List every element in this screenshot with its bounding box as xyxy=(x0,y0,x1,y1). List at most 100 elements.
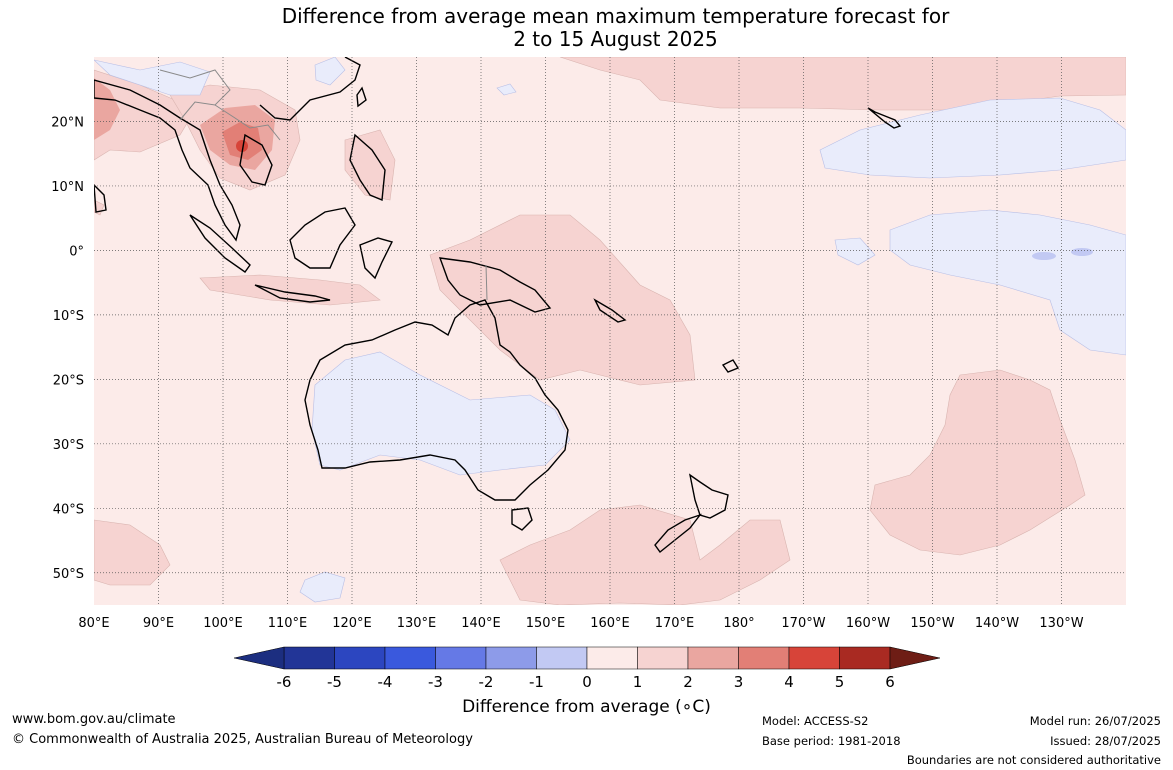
map-title: Difference from average mean maximum tem… xyxy=(0,5,1173,51)
longitude-tick-label: 110°E xyxy=(268,616,308,631)
coastline-fiji xyxy=(721,359,740,373)
coastline-australia xyxy=(304,299,569,501)
anomaly-region-line-islands xyxy=(834,237,876,266)
issued-date: Issued: 28/07/2025 xyxy=(1050,734,1161,748)
longitude-tick-label: 130°E xyxy=(397,616,437,631)
longitude-tick-label: 90°E xyxy=(143,616,174,631)
boundaries-disclaimer: Boundaries are not considered authoritat… xyxy=(906,753,1161,767)
anomaly-region-north-pacific xyxy=(559,57,1126,111)
graticule xyxy=(94,57,1126,605)
coastline-borneo xyxy=(289,207,356,269)
longitude-tick-label: 180° xyxy=(723,616,754,631)
colorbar-tick-label: 4 xyxy=(784,673,794,691)
colorbar-tick-label: -3 xyxy=(428,673,443,691)
colorbar-swatch xyxy=(637,646,689,670)
anomaly-region-southern-indian xyxy=(94,519,171,586)
coastline-new-zealand-south xyxy=(654,513,702,554)
anomaly-region-philippines xyxy=(344,129,396,201)
longitude-tick-label: 80°E xyxy=(78,616,109,631)
model-info: Model: ACCESS-S2 xyxy=(762,714,869,728)
anomaly-region-hawaii-east xyxy=(819,97,1126,179)
anomaly-region-south-pacific xyxy=(869,369,1086,556)
copyright-text: © Commonwealth of Australia 2025, Austra… xyxy=(12,732,473,747)
base-period-info: Base period: 1981-2018 xyxy=(762,734,901,748)
colorbar-swatch xyxy=(384,646,436,670)
colorbar-swatch xyxy=(536,646,588,670)
coastline-taiwan xyxy=(356,86,367,108)
longitude-tick-label: 150°W xyxy=(910,616,954,631)
anomaly-region-2-to-3-india xyxy=(94,78,120,140)
longitude-tick-label: 160°W xyxy=(846,616,890,631)
anomaly-region-southern-ocean xyxy=(299,571,346,603)
colorbar-under-arrow xyxy=(233,646,285,670)
anomaly-strong-regions xyxy=(94,78,275,170)
boundary-china-myanmar xyxy=(159,69,231,121)
latitude-tick-label: 0° xyxy=(69,244,84,259)
model-run-date: Model run: 26/07/2025 xyxy=(1029,714,1161,728)
colorbar-tick-label: -1 xyxy=(529,673,544,691)
colorbar-swatch xyxy=(687,646,739,670)
country-boundaries xyxy=(159,69,488,301)
anomaly-minus-1-to-minus-2-regions xyxy=(1032,248,1093,260)
coastline-sumatra xyxy=(189,214,251,273)
title-line-1: Difference from average mean maximum tem… xyxy=(281,4,950,28)
colorbar-tick-label: -2 xyxy=(479,673,494,691)
latitude-tick-label: 10°S xyxy=(53,309,84,324)
anomaly-0-to-minus-1-regions xyxy=(94,57,1126,603)
coastline-new-guinea xyxy=(438,257,552,313)
longitude-labels: 80°E 90°E 100°E 110°E 120°E 130°E 140°E 150°E 16… xyxy=(78,616,1083,631)
colorbar-swatch xyxy=(839,646,891,670)
latitude-tick-label: 20°N xyxy=(51,115,84,130)
colorbar-swatch xyxy=(485,646,537,670)
longitude-tick-label: 100°E xyxy=(203,616,243,631)
latitude-tick-label: 10°N xyxy=(51,180,84,195)
colorbar-tick-label: 0 xyxy=(582,673,592,691)
coastline-new-zealand-north xyxy=(688,473,729,519)
colorbar-over-arrow xyxy=(889,646,941,670)
latitude-tick-label: 20°S xyxy=(53,373,84,388)
coastline-new-caledonia xyxy=(593,298,627,323)
colorbar-tick-label: 3 xyxy=(734,673,744,691)
latitude-tick-label: 40°S xyxy=(53,502,84,517)
latitude-labels: 20°N 10°N 0° 10°S 20°S 30°S 40°S 50°S xyxy=(51,115,84,581)
latitude-tick-label: 50°S xyxy=(53,567,84,582)
website-link[interactable]: www.bom.gov.au/climate xyxy=(12,712,176,727)
anomaly-region-western-pacific-small xyxy=(496,83,517,96)
longitude-tick-label: 170°W xyxy=(781,616,825,631)
coastlines xyxy=(94,57,902,554)
coastline-mainland-asia xyxy=(94,57,361,242)
coastline-sri-lanka xyxy=(94,184,107,213)
colorbar-swatch xyxy=(435,646,487,670)
colorbar-tick-label: 2 xyxy=(683,673,693,691)
colorbar-swatch xyxy=(586,646,638,670)
colorbar-tick-label: -6 xyxy=(277,673,292,691)
latitude-tick-label: 30°S xyxy=(53,438,84,453)
longitude-tick-label: 160°E xyxy=(590,616,630,631)
boundary-thailand-laos xyxy=(214,104,281,141)
colorbar-swatch xyxy=(334,646,386,670)
coastline-hawaii xyxy=(867,107,902,129)
anomaly-region-coral-sea xyxy=(429,214,696,386)
anomaly-region-java xyxy=(199,274,381,306)
colorbar-swatch xyxy=(283,646,335,670)
anomaly-region-cool-patch-2 xyxy=(1071,248,1093,256)
longitude-tick-label: 170°E xyxy=(655,616,695,631)
anomaly-region-china-north xyxy=(94,59,211,96)
coastline-tasmania xyxy=(511,507,533,531)
anomaly-region-equatorial-east-pacific xyxy=(889,209,1126,356)
coastline-java xyxy=(254,284,331,303)
colorbar-tick-label: -4 xyxy=(378,673,393,691)
colorbar-tick-label: 6 xyxy=(885,673,895,691)
colorbar-tick-label: 1 xyxy=(633,673,643,691)
anomaly-region-cool-patch-1 xyxy=(1032,252,1056,260)
colorbar-swatch xyxy=(738,646,790,670)
colorbar-swatch xyxy=(788,646,840,670)
anomaly-region-japan-sea xyxy=(314,57,346,86)
colorbar: -6 -5 -4 -3 -2 -1 0 1 2 3 4 5 6 xyxy=(233,646,941,691)
boundary-papua xyxy=(485,264,488,301)
colorbar-tick-label: -5 xyxy=(327,673,342,691)
anomaly-region-4-to-5-hotspot xyxy=(236,140,248,152)
longitude-tick-label: 120°E xyxy=(332,616,372,631)
coastline-indochina xyxy=(239,133,273,186)
